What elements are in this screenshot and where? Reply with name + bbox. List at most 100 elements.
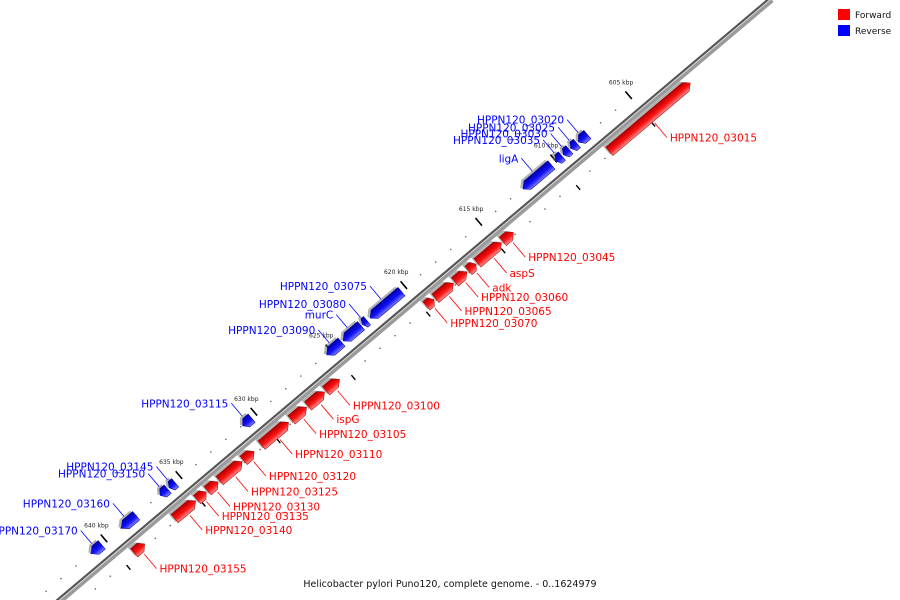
gene-HPPN120_03105[interactable] [285,401,310,425]
tick-mark [474,217,483,227]
label-leader [550,133,562,147]
gene-label-adk: adk [492,283,512,295]
minor-tick [284,387,287,390]
gene-HPPN120_03130[interactable] [201,476,221,496]
tick-mark [425,311,431,317]
gene-label-HPPN120_03060: HPPN120_03060 [481,292,568,304]
label-leader [476,272,490,288]
gene-HPPN120_03100[interactable] [319,373,343,396]
minor-tick [514,233,516,236]
gene-HPPN120_03045[interactable] [496,226,517,246]
minor-tick [60,577,62,580]
gene-HPPN120_03170[interactable] [85,539,106,559]
tick-mark [575,184,581,191]
gene-HPPN120_03025[interactable] [565,137,581,153]
gene-label-HPPN120_03065: HPPN120_03065 [465,306,552,318]
gene-HPPN120_03020[interactable] [572,128,592,147]
label-leader [521,158,533,172]
gene-HPPN120_03140[interactable] [168,495,199,524]
minor-tick [259,448,261,451]
gene-HPPN120_03150[interactable] [154,483,172,501]
tick-mark [624,90,633,100]
label-leader [112,503,125,517]
minor-tick [240,425,242,428]
gene-HPPN120_03060[interactable] [448,266,471,287]
gene-HPPN120_03075[interactable] [364,285,406,323]
gene-aspS[interactable] [471,236,505,268]
tick-mark [250,407,258,417]
gene-label-HPPN120_03110: HPPN120_03110 [295,449,382,461]
gene-label-HPPN120_03080: HPPN120_03080 [259,299,346,311]
gene-ispG[interactable] [301,386,328,411]
minor-tick [270,400,272,403]
minor-tick [364,360,366,362]
label-leader [335,314,348,328]
label-leader [303,418,317,435]
minor-tick [109,575,112,578]
gene-HPPN120_03015[interactable] [603,77,694,157]
gene-label-HPPN120_03070: HPPN120_03070 [450,318,537,330]
gene-label-HPPN120_03155: HPPN120_03155 [160,564,247,576]
tick-label: 615 kbp [459,206,484,213]
gene-label-HPPN120_03115: HPPN120_03115 [141,398,228,410]
gene-HPPN120_03065[interactable] [429,277,457,303]
gene-HPPN120_03030[interactable] [557,144,574,160]
label-leader [348,303,361,318]
label-leader [369,285,382,300]
gene-HPPN120_03070[interactable] [420,293,437,311]
minor-tick [75,565,77,567]
minor-tick [210,451,212,453]
gene-features [85,77,694,559]
gene-HPPN120_03035[interactable] [550,150,566,166]
minor-tick [394,334,396,337]
gene-HPPN120_03135[interactable] [190,486,210,505]
gene-label-HPPN120_03160: HPPN120_03160 [23,498,110,510]
tick-label: 635 kbp [159,459,184,466]
gene-label-HPPN120_03135: HPPN120_03135 [222,511,309,523]
minor-tick [559,195,561,198]
gene-HPPN120_03110[interactable] [255,416,292,450]
gene-ligA[interactable] [517,159,556,194]
gene-HPPN120_03160[interactable] [115,510,141,534]
gene-HPPN120_03120[interactable] [237,445,257,465]
minor-tick [314,362,317,365]
minor-tick [154,537,157,540]
minor-tick [225,438,227,441]
label-leader [217,491,231,507]
gene-murC[interactable] [337,320,365,346]
minor-tick [449,248,452,251]
gene-label-HPPN120_03045: HPPN120_03045 [528,252,615,264]
label-leader [235,476,249,492]
tick-label: 625 kbp [309,333,334,340]
label-leader [279,439,293,455]
tick-label: 605 kbp [609,79,634,86]
gene-label-HPPN120_03075: HPPN120_03075 [280,281,367,293]
gene-HPPN120_03155[interactable] [127,538,148,558]
gene-label-HPPN120_03145: HPPN120_03145 [66,462,153,474]
gene-HPPN120_03125[interactable] [213,456,245,486]
legend: Forward Reverse [838,9,892,37]
gene-HPPN120_03090[interactable] [320,336,346,360]
minor-tick [94,588,97,590]
gene-HPPN120_03115[interactable] [236,412,256,431]
minor-tick [45,590,47,593]
minor-tick [434,261,437,263]
gene-HPPN120_03080[interactable] [356,315,371,330]
tick-label: 610 kbp [534,143,559,150]
gene-HPPN120_03145[interactable] [163,477,180,493]
label-leader [147,473,160,487]
gene-label-HPPN120_03170: HPPN120_03170 [0,526,78,538]
label-leader [156,466,168,480]
label-leader [189,515,203,531]
minor-tick [509,197,512,200]
label-leader [80,530,92,544]
minor-tick [599,121,602,124]
minor-tick [604,157,606,160]
label-leader [337,390,351,406]
gene-adk[interactable] [462,258,479,276]
label-leader [231,403,243,417]
label-leader [253,461,267,477]
minor-tick [464,235,467,238]
gene-label-ligA: ligA [499,153,519,165]
label-leader [557,126,570,141]
